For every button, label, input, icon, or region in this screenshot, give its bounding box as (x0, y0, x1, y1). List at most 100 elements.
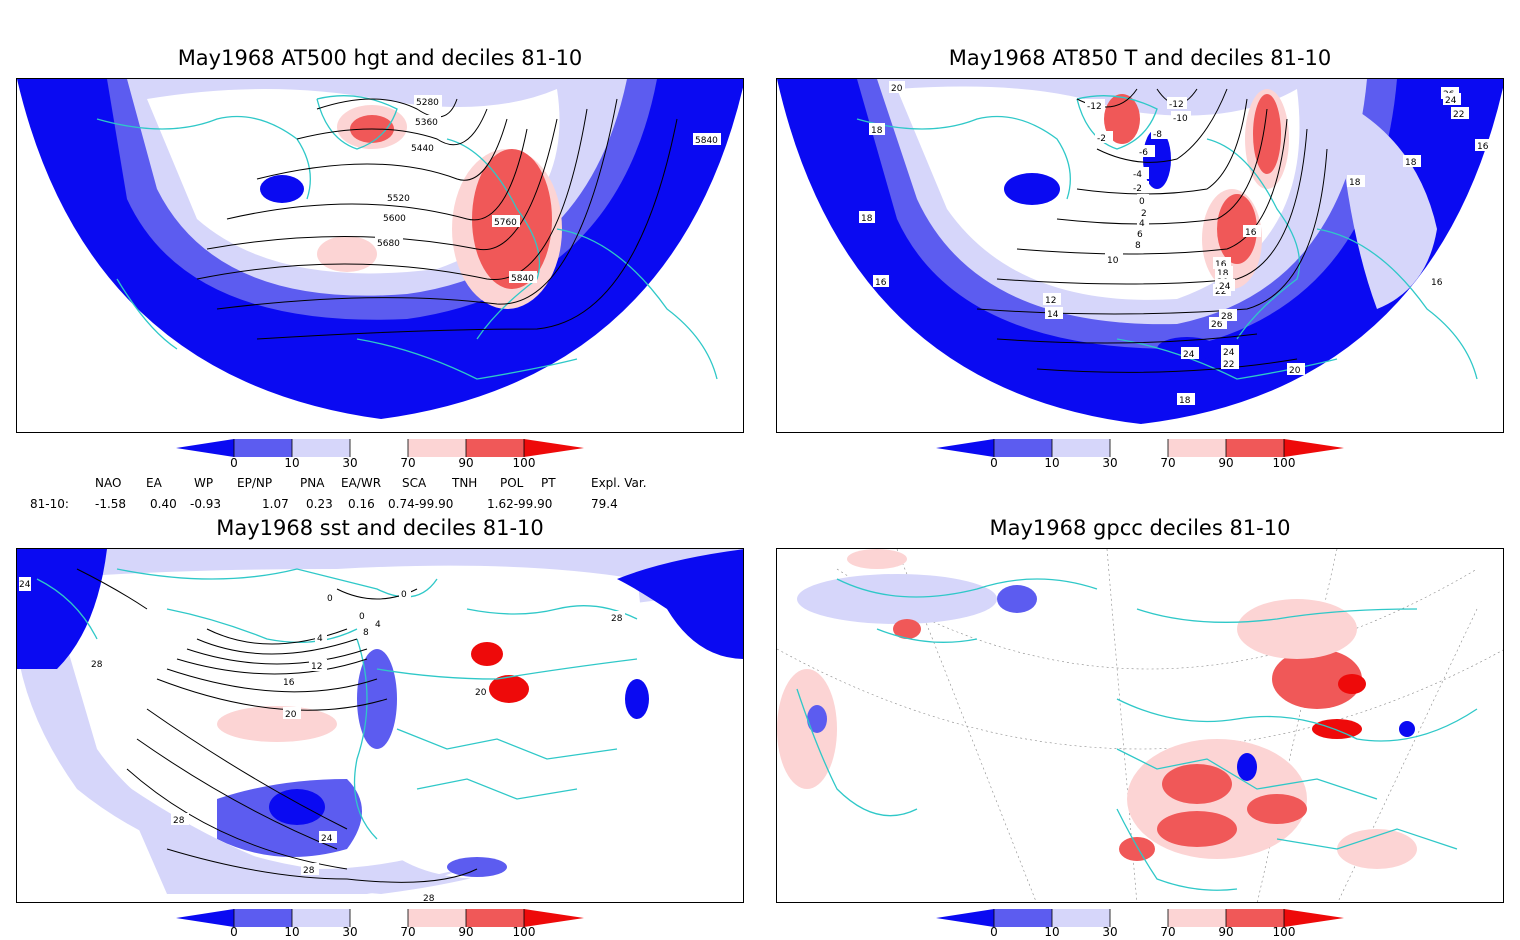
colorbar-label: 100 (512, 456, 536, 470)
svg-text:24: 24 (1219, 282, 1231, 292)
svg-text:22: 22 (1223, 360, 1234, 370)
contour-label: -10 (1171, 111, 1191, 124)
map-sst-svg: 24 28 0 0 4 8 4 12 16 20 24 28 28 28 20 … (17, 549, 743, 902)
contour-label: 24 (1443, 93, 1461, 106)
colorbar-br-svg (936, 909, 1344, 927)
anomaly-mid-red-6 (489, 675, 529, 703)
svg-text:4: 4 (375, 620, 381, 630)
svg-text:-12: -12 (1169, 100, 1184, 110)
contour-label: 28 (89, 657, 105, 670)
map-gpcc-svg (777, 549, 1503, 902)
contour-label: 5760 (492, 215, 520, 228)
svg-text:12: 12 (311, 662, 322, 672)
svg-text:0: 0 (401, 590, 407, 600)
land-area-white (357, 589, 743, 879)
anomaly-light-red (847, 549, 907, 569)
index-header-explvar: Expl. Var. (591, 476, 647, 490)
svg-text:16: 16 (1431, 278, 1443, 288)
coastlines-hgt500 (96, 95, 718, 380)
svg-text:6: 6 (1137, 230, 1143, 240)
svg-text:-2: -2 (1133, 184, 1142, 194)
colorbar-label: 70 (400, 456, 416, 470)
contour-label: 16 (281, 675, 299, 688)
svg-text:5840: 5840 (511, 274, 534, 284)
svg-text:18: 18 (1405, 158, 1417, 168)
svg-text:8: 8 (363, 628, 369, 638)
anomaly-blue-4 (260, 175, 304, 203)
svg-text:8: 8 (1135, 241, 1141, 251)
svg-text:0: 0 (327, 594, 333, 604)
panel-title-br: May1968 gpcc deciles 81-10 (989, 516, 1291, 540)
svg-text:20: 20 (475, 688, 487, 698)
svg-text:28: 28 (91, 660, 103, 670)
anomaly-deep-blue-4 (1004, 173, 1060, 205)
contour-label: 2 (1139, 206, 1151, 219)
svg-text:18: 18 (871, 126, 883, 136)
anomaly-mid-red-3 (1217, 194, 1257, 264)
index-value-explvar: 79.4 (591, 497, 618, 511)
contour-label: 28 (1219, 309, 1237, 322)
colorbar-label: 100 (1272, 925, 1296, 939)
contour-label: -4 (1131, 167, 1149, 180)
svg-text:12: 12 (1045, 296, 1056, 306)
anomaly-mid-blue (807, 705, 827, 733)
contour-label: 5680 (375, 236, 403, 249)
anomaly-mid-red (1247, 794, 1307, 824)
index-header-ea: EA (146, 476, 162, 490)
svg-text:24: 24 (321, 834, 333, 844)
contour-label: 28 (421, 891, 439, 902)
colorbar-label: 10 (284, 456, 300, 470)
teleconnection-indices: NAO EA WP EP/NP PNA EA/WR SCA TNH POL PT… (0, 476, 760, 511)
svg-text:16: 16 (1477, 142, 1489, 152)
gpcc-anomalies (777, 549, 1417, 869)
contour-label: 22 (1221, 357, 1239, 370)
contour-label: -12 (1167, 97, 1187, 110)
contour-label: 5280 (414, 95, 442, 108)
index-value-eawr: 0.16 (348, 497, 375, 511)
contour-label: 24 (19, 577, 31, 591)
svg-text:14: 14 (1047, 310, 1059, 320)
colorbar-tr-svg (936, 439, 1344, 457)
contour-label: 24 (1221, 345, 1239, 358)
index-header-epnp: EP/NP (237, 476, 273, 490)
contour-label: 0 (399, 587, 411, 600)
colorbar-label: 0 (990, 925, 998, 939)
contour-label: 18 (1177, 393, 1195, 406)
contour-label: 12 (1043, 293, 1061, 306)
contour-label: 16 (1243, 225, 1261, 238)
contour-label: 28 (609, 611, 625, 624)
anomaly-light-red (1337, 829, 1417, 869)
contour-label: 18 (869, 123, 885, 136)
svg-text:5840: 5840 (695, 136, 718, 146)
anomaly-light-red (1237, 599, 1357, 659)
svg-text:5280: 5280 (416, 98, 439, 108)
svg-text:-8: -8 (1153, 130, 1162, 140)
colorbar-label: 90 (458, 925, 474, 939)
contour-label: 14 (1045, 307, 1063, 320)
svg-text:5360: 5360 (415, 118, 438, 128)
contour-label: 24 (319, 831, 337, 844)
colorbar-label: 100 (512, 925, 536, 939)
index-header-tnh: TNH (452, 476, 478, 490)
colorbar-label: 0 (230, 456, 238, 470)
index-header-pt: PT (541, 476, 556, 490)
colorbar-label: 10 (1044, 456, 1060, 470)
svg-text:20: 20 (1289, 366, 1301, 376)
anomaly-mid-blue-2 (269, 789, 325, 825)
contour-label: 5600 (381, 211, 409, 224)
colorbar-label: 70 (1160, 925, 1176, 939)
contour-label: -8 (1151, 127, 1169, 140)
colorbar-label: 10 (1044, 925, 1060, 939)
contour-label: 5440 (409, 141, 437, 154)
svg-text:0: 0 (1139, 197, 1145, 207)
contour-label: 24 (1217, 279, 1235, 292)
colorbar-bl: 0 10 30 70 90 100 (176, 909, 586, 940)
svg-text:16: 16 (1245, 228, 1257, 238)
map-panel-hgt500: 5280 5360 5440 5520 5600 5680 5760 5840 … (16, 78, 744, 433)
colorbar-label: 30 (1102, 456, 1118, 470)
colorbar-label: 30 (342, 925, 358, 939)
anomaly-mid-red (1162, 764, 1232, 804)
index-header-eawr: EA/WR (341, 476, 382, 490)
map-panel-t850: 20 18 18 16 -12 -2 -12 -10 -8 -6 -4 -2 0… (776, 78, 1504, 433)
svg-text:22: 22 (1453, 110, 1464, 120)
